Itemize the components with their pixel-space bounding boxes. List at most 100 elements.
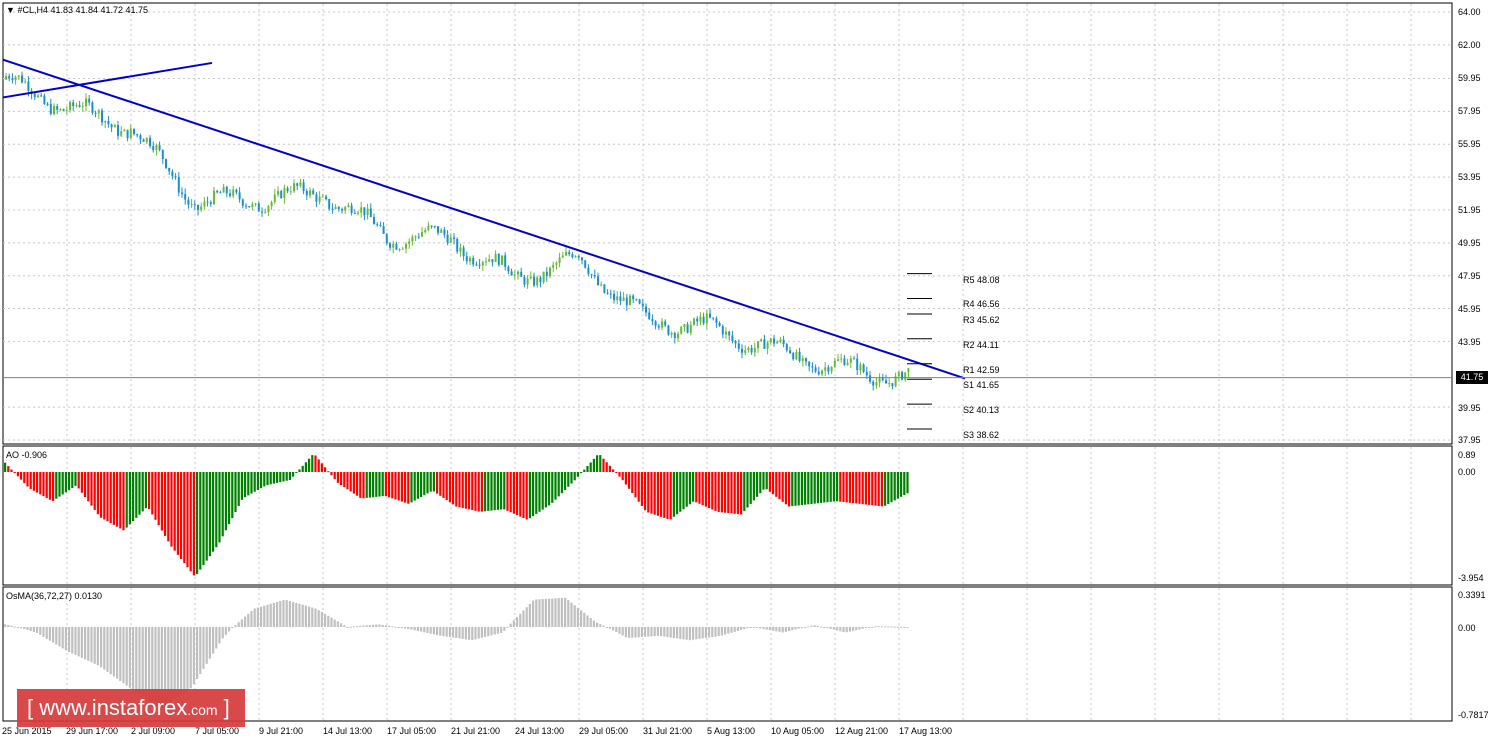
osma-bar bbox=[445, 627, 448, 637]
ao-bar bbox=[154, 472, 157, 520]
candle-body bbox=[337, 206, 340, 209]
candle-body bbox=[101, 110, 103, 123]
osma-bar bbox=[624, 627, 627, 638]
candle-body bbox=[782, 339, 785, 345]
ao-bar bbox=[644, 472, 647, 511]
candle-body bbox=[462, 247, 465, 257]
price-label: 45.95 bbox=[1458, 304, 1481, 314]
ao-bar bbox=[599, 455, 602, 472]
candle-body bbox=[440, 229, 443, 233]
candle-body bbox=[824, 367, 827, 371]
osma-bar bbox=[346, 626, 349, 628]
candle-body bbox=[283, 188, 286, 199]
osma-bar bbox=[183, 627, 186, 693]
osma-bar bbox=[20, 627, 23, 629]
osma-bar bbox=[736, 627, 739, 631]
osma-bar bbox=[570, 602, 573, 627]
candle-body bbox=[427, 225, 430, 231]
ao-bar bbox=[813, 472, 816, 504]
candle-body bbox=[891, 383, 894, 387]
candle-body bbox=[661, 321, 663, 328]
osma-bar bbox=[125, 627, 128, 686]
ao-bar bbox=[858, 472, 861, 504]
price-label: 64.00 bbox=[1458, 7, 1481, 17]
osma-bar bbox=[436, 627, 439, 636]
osma-bar bbox=[301, 604, 304, 627]
osma-bar bbox=[160, 627, 163, 709]
candle-body bbox=[245, 205, 247, 207]
osma-bar bbox=[87, 627, 90, 661]
candle-body bbox=[709, 313, 711, 318]
osma-bar bbox=[759, 627, 762, 629]
osma-bar bbox=[807, 626, 810, 628]
candle-body bbox=[325, 196, 327, 200]
ao-bar bbox=[282, 472, 285, 482]
candle-body bbox=[565, 252, 567, 256]
osma-bar bbox=[349, 626, 352, 628]
ao-bar bbox=[288, 472, 291, 481]
osma-bar bbox=[468, 627, 471, 640]
osma-bar bbox=[42, 627, 45, 637]
candle-body bbox=[232, 189, 235, 196]
ao-bar bbox=[410, 472, 413, 503]
candle-body bbox=[222, 186, 225, 193]
ao-bar bbox=[551, 472, 554, 503]
candle-body bbox=[488, 259, 491, 262]
osma-bar bbox=[461, 627, 464, 639]
osma-bar bbox=[612, 627, 615, 631]
candle-body bbox=[869, 375, 871, 382]
candle-body bbox=[254, 203, 257, 205]
candle-body bbox=[840, 358, 843, 360]
candle-body bbox=[136, 134, 139, 136]
osma-bar bbox=[106, 627, 109, 672]
candle-body bbox=[539, 277, 542, 283]
osma-bar bbox=[439, 627, 442, 636]
ao-bar bbox=[576, 472, 579, 477]
time-label: 2 Jul 09:00 bbox=[131, 726, 176, 736]
ao-bar bbox=[87, 472, 90, 502]
osma-bar bbox=[765, 627, 768, 630]
candle-body bbox=[907, 368, 910, 373]
osma-bar bbox=[224, 627, 227, 635]
price-label: 43.95 bbox=[1458, 337, 1481, 347]
ao-bar bbox=[832, 472, 835, 502]
ao-bar bbox=[525, 472, 528, 520]
ao-bar bbox=[672, 472, 675, 517]
ao-bar bbox=[560, 472, 563, 494]
candle-body bbox=[677, 333, 679, 339]
osma-bar bbox=[64, 627, 67, 651]
candle-body bbox=[792, 353, 795, 360]
candle-body bbox=[193, 204, 196, 206]
candle-body bbox=[216, 190, 219, 193]
candle-body bbox=[629, 295, 631, 306]
osma-bar bbox=[797, 627, 800, 629]
ao-bar bbox=[29, 472, 32, 489]
osma-bar bbox=[74, 627, 77, 655]
candle-body bbox=[545, 271, 548, 277]
ao-bar bbox=[317, 459, 320, 472]
candle-body bbox=[542, 271, 545, 283]
dropdown-arrow-icon[interactable]: ▼ bbox=[6, 5, 15, 15]
ao-bar bbox=[484, 472, 487, 512]
ao-bar bbox=[810, 472, 813, 504]
osma-bar bbox=[442, 627, 445, 637]
osma-bar bbox=[356, 626, 359, 628]
candle-body bbox=[475, 264, 478, 266]
osma-bar bbox=[871, 626, 874, 628]
osma-bar bbox=[23, 627, 26, 630]
candle-body bbox=[641, 303, 644, 307]
ao-bar bbox=[749, 472, 752, 504]
ao-bar bbox=[199, 472, 202, 570]
osma-bar bbox=[596, 622, 599, 627]
candle-body bbox=[158, 145, 161, 150]
candle-body bbox=[40, 95, 43, 97]
ao-bar bbox=[906, 472, 909, 494]
candle-body bbox=[753, 348, 756, 353]
ao-bar bbox=[724, 472, 727, 513]
ao-bar bbox=[394, 472, 397, 500]
osma-bar bbox=[733, 627, 736, 632]
candle-body bbox=[62, 109, 65, 111]
ao-bar bbox=[71, 472, 74, 488]
current-price-marker: 41.75 bbox=[1456, 371, 1488, 384]
